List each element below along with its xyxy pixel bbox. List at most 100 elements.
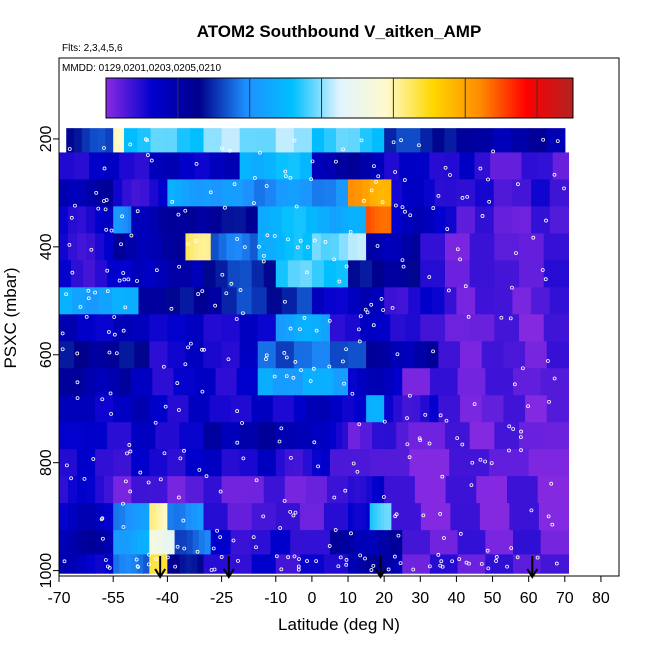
heat-cell: [384, 476, 416, 504]
track-point: [338, 555, 343, 560]
track-point: [337, 279, 342, 284]
heat-cell: [402, 341, 415, 369]
heat-cell: [59, 341, 75, 369]
heat-cell: [155, 554, 159, 574]
track-point: [272, 374, 277, 379]
track-point: [86, 288, 91, 293]
heat-cell: [378, 530, 391, 555]
track-point: [438, 512, 443, 516]
track-point: [305, 245, 310, 250]
heat-cell: [540, 530, 570, 555]
track-point: [296, 567, 301, 572]
heat-cell: [68, 530, 78, 555]
heat-cell: [384, 503, 389, 531]
heat-cell: [281, 287, 298, 315]
track-point: [469, 483, 474, 488]
heat-cell: [119, 341, 135, 369]
track-point: [283, 174, 288, 179]
heat-cell: [302, 314, 313, 342]
heat-cell: [95, 368, 108, 396]
track-point: [126, 277, 131, 282]
heat-cell: [290, 530, 311, 555]
heat-cell: [158, 179, 168, 207]
track-point: [253, 176, 257, 180]
heat-cell: [266, 233, 277, 261]
heat-cell: [275, 152, 289, 180]
heat-cell: [513, 530, 542, 555]
x-tick-label: -10: [264, 590, 287, 607]
track-point: [291, 513, 296, 518]
track-point: [154, 268, 159, 273]
track-point: [446, 288, 451, 293]
track-point: [176, 212, 181, 217]
heat-cell: [493, 206, 514, 234]
track-point: [509, 546, 514, 551]
track-point: [279, 567, 284, 572]
track-point: [289, 455, 293, 460]
heat-cell: [239, 341, 259, 369]
heat-cell: [444, 314, 471, 342]
heat-cell: [275, 128, 295, 153]
x-tick-label: 20: [375, 590, 393, 607]
track-point: [541, 137, 546, 142]
track-point: [472, 402, 477, 406]
heat-cell: [116, 206, 120, 234]
heat-cell: [444, 287, 458, 315]
heat-cell: [369, 179, 378, 207]
track-point: [231, 538, 236, 543]
track-point: [443, 165, 448, 170]
heat-cell: [227, 260, 241, 288]
heat-cell: [348, 233, 358, 261]
track-point: [552, 172, 557, 177]
track-point: [392, 554, 397, 559]
heat-cell: [122, 128, 125, 153]
heat-cell: [311, 260, 325, 288]
track-point: [173, 564, 178, 569]
track-point: [298, 238, 303, 243]
heat-cell: [396, 422, 409, 450]
heat-cell: [284, 476, 307, 504]
track-point: [448, 173, 452, 177]
heat-cell: [74, 152, 90, 180]
track-point: [169, 306, 174, 311]
heat-cell: [77, 206, 87, 234]
track-point: [546, 359, 550, 363]
track-point: [547, 400, 551, 404]
track-point: [60, 347, 65, 352]
track-point: [464, 560, 469, 565]
heat-cell: [198, 233, 203, 261]
track-point: [102, 146, 106, 150]
track-point: [165, 555, 170, 560]
track-point: [519, 448, 523, 453]
track-point: [123, 479, 128, 484]
heat-cell: [77, 233, 87, 261]
track-point: [436, 552, 441, 557]
heat-cell: [113, 314, 132, 342]
track-point: [146, 562, 151, 567]
heat-cell: [257, 128, 277, 153]
track-point: [100, 536, 105, 541]
track-point: [375, 244, 380, 248]
track-point: [60, 331, 65, 336]
track-point: [219, 555, 224, 559]
heat-cell: [348, 341, 367, 369]
heat-cell: [167, 206, 178, 234]
track-point: [235, 409, 240, 413]
heat-cell: [378, 341, 391, 369]
track-point: [182, 546, 187, 551]
heat-cell: [546, 341, 570, 369]
heat-cell: [354, 530, 367, 555]
heat-cell: [166, 530, 171, 555]
track-point: [123, 305, 128, 310]
heat-cell: [125, 287, 140, 315]
heat-cell: [186, 530, 194, 555]
heat-cell: [540, 368, 570, 396]
heat-cell: [221, 449, 241, 477]
heat-cell: [329, 395, 343, 423]
track-point: [512, 382, 517, 387]
track-point: [153, 420, 158, 425]
track-point: [483, 459, 487, 464]
track-point: [293, 360, 298, 364]
heat-cell: [77, 179, 87, 207]
heat-cell: [86, 476, 96, 504]
